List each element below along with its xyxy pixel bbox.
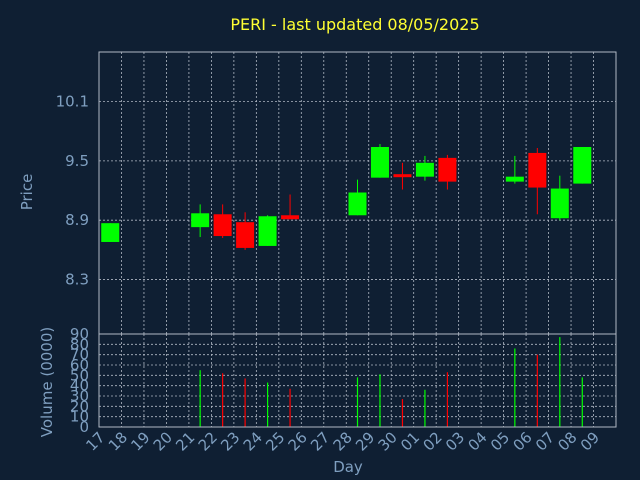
volume-gridlines bbox=[99, 334, 616, 427]
candle-body bbox=[213, 214, 232, 237]
volume-tick-label: 80 bbox=[70, 335, 89, 353]
candle-body bbox=[528, 152, 547, 188]
candle-body bbox=[393, 174, 412, 178]
candles bbox=[101, 144, 592, 250]
volume-plot-frame bbox=[98, 333, 617, 428]
candle-body bbox=[438, 157, 457, 182]
candle-body bbox=[236, 222, 255, 248]
volume-tick-label: 20 bbox=[70, 397, 89, 415]
volume-tick-label: 10 bbox=[70, 408, 89, 426]
candle-body bbox=[101, 223, 120, 242]
price-tick-label: 10.1 bbox=[56, 92, 89, 110]
volume-tick-label: 60 bbox=[70, 356, 89, 374]
volume-tick-label: 70 bbox=[70, 346, 89, 364]
price-axis-label: Price bbox=[18, 174, 36, 211]
volume-axis-label: Volume (0000) bbox=[38, 327, 56, 437]
candle-body bbox=[191, 213, 210, 228]
day-tick-label: 09 bbox=[577, 428, 603, 454]
candle-body bbox=[258, 216, 277, 246]
price-tick-label: 8.3 bbox=[65, 271, 89, 289]
volume-tick-label: 90 bbox=[70, 325, 89, 343]
volume-bars bbox=[199, 337, 583, 427]
volume-tick-label: 30 bbox=[70, 387, 89, 405]
candle-body bbox=[348, 192, 367, 216]
volume-tick-label: 0 bbox=[79, 418, 89, 436]
price-gridlines bbox=[99, 52, 616, 334]
volume-tick-label: 50 bbox=[70, 366, 89, 384]
candle-body bbox=[281, 215, 300, 220]
day-tick-labels: 1718192021222324252627282930010203040506… bbox=[82, 428, 603, 454]
price-tick-label: 9.5 bbox=[65, 152, 89, 170]
price-tick-labels: 10.1 9.5 8.9 8.3 bbox=[56, 92, 89, 288]
candle-body bbox=[550, 188, 569, 219]
x-axis-label: Day bbox=[333, 458, 363, 476]
candle-body bbox=[370, 146, 389, 178]
candle-body bbox=[415, 162, 434, 177]
candle-body bbox=[505, 176, 524, 182]
volume-tick-label: 40 bbox=[70, 377, 89, 395]
chart-title: PERI - last updated 08/05/2025 bbox=[230, 15, 479, 34]
price-tick-label: 8.9 bbox=[65, 211, 89, 229]
candle-body bbox=[573, 146, 592, 184]
